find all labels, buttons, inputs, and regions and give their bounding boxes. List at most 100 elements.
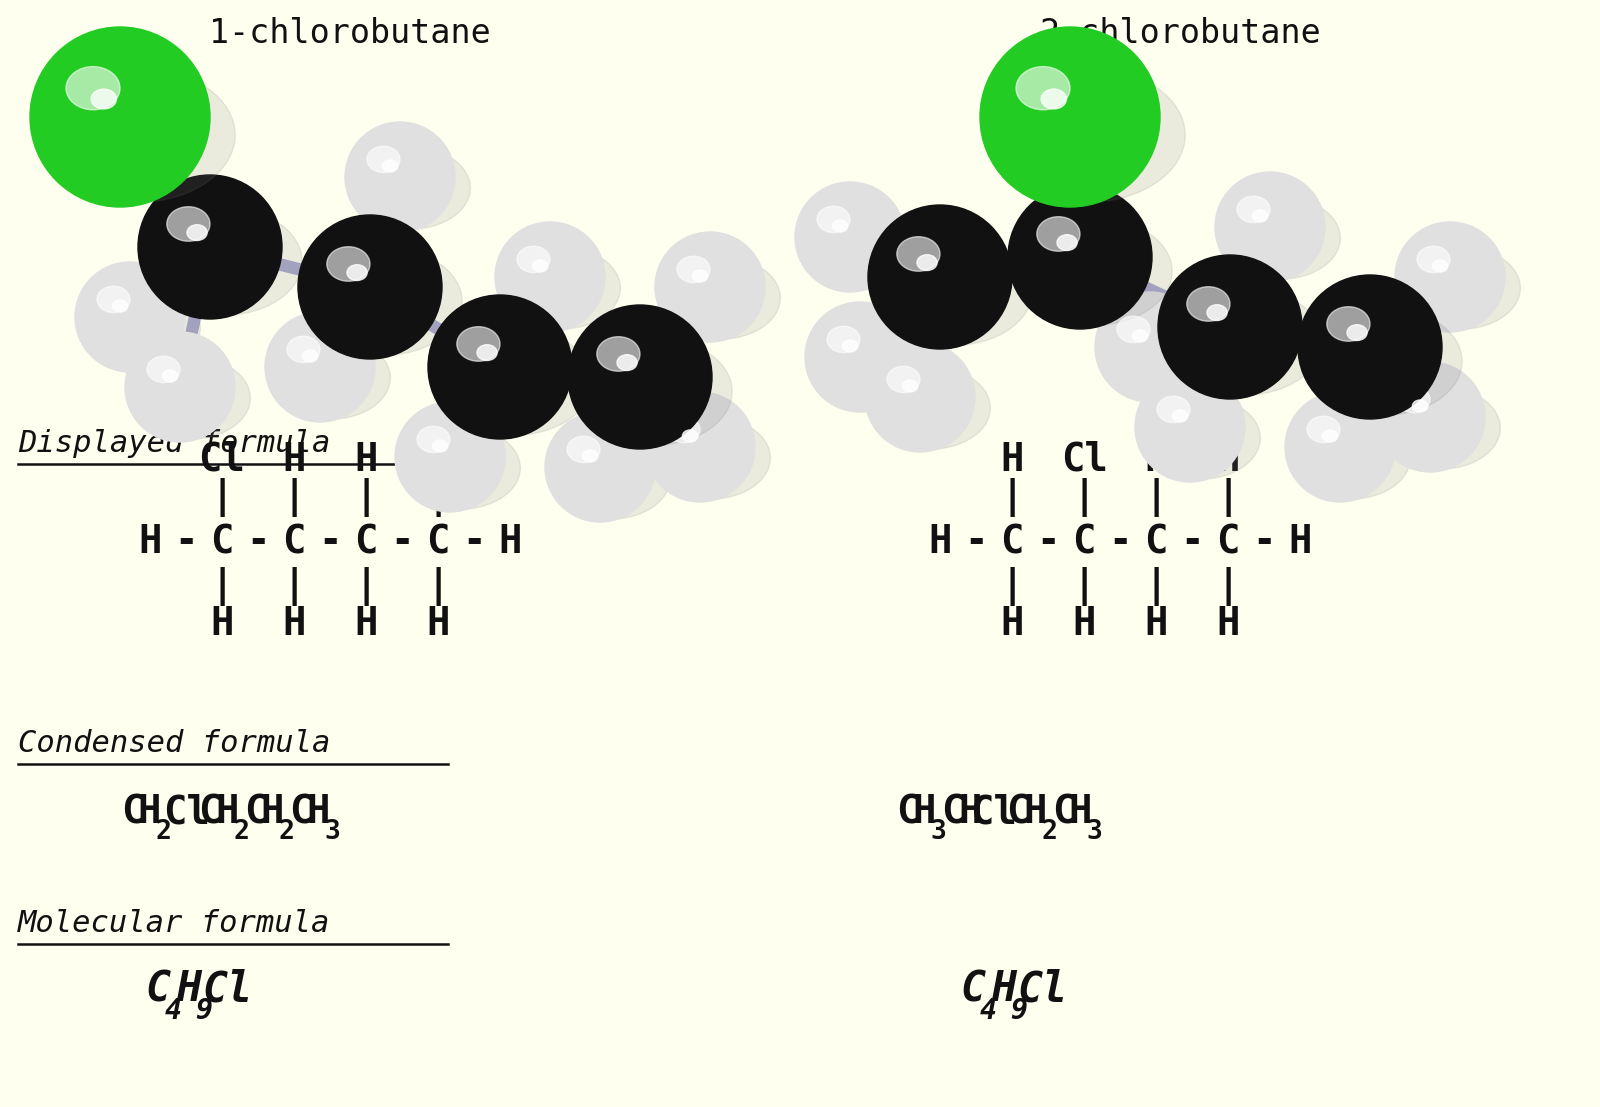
Ellipse shape bbox=[1237, 196, 1270, 223]
Ellipse shape bbox=[1099, 317, 1221, 400]
Text: |: | bbox=[1216, 567, 1240, 606]
Text: -: - bbox=[1181, 523, 1203, 561]
Circle shape bbox=[346, 122, 454, 232]
Circle shape bbox=[645, 392, 755, 501]
Text: 2-chlorobutane: 2-chlorobutane bbox=[1038, 17, 1322, 50]
Text: H: H bbox=[1022, 793, 1046, 831]
Text: Cl: Cl bbox=[971, 793, 1018, 831]
Ellipse shape bbox=[269, 337, 390, 420]
Text: 1-chlorobutane: 1-chlorobutane bbox=[210, 17, 491, 50]
Circle shape bbox=[805, 302, 915, 412]
Text: H: H bbox=[282, 441, 306, 479]
Circle shape bbox=[1214, 172, 1325, 282]
Ellipse shape bbox=[326, 247, 370, 281]
Ellipse shape bbox=[1173, 410, 1187, 422]
Ellipse shape bbox=[1014, 217, 1173, 325]
Ellipse shape bbox=[682, 430, 698, 442]
Text: |: | bbox=[282, 478, 306, 517]
Text: C: C bbox=[210, 523, 234, 561]
Text: 2: 2 bbox=[1042, 819, 1058, 845]
Ellipse shape bbox=[810, 327, 931, 410]
Ellipse shape bbox=[147, 356, 179, 383]
Ellipse shape bbox=[533, 260, 547, 272]
Circle shape bbox=[125, 332, 235, 442]
Circle shape bbox=[429, 294, 573, 439]
Text: H: H bbox=[214, 793, 238, 831]
Circle shape bbox=[1374, 362, 1485, 472]
Text: C: C bbox=[1144, 523, 1168, 561]
Ellipse shape bbox=[499, 247, 621, 329]
Text: 2: 2 bbox=[155, 819, 171, 845]
Text: |: | bbox=[1000, 567, 1024, 606]
Circle shape bbox=[866, 342, 974, 452]
Ellipse shape bbox=[1133, 330, 1147, 342]
Ellipse shape bbox=[98, 287, 130, 312]
Ellipse shape bbox=[677, 256, 710, 282]
Circle shape bbox=[30, 27, 210, 207]
Ellipse shape bbox=[418, 426, 450, 453]
Text: |: | bbox=[354, 567, 378, 606]
Text: 2: 2 bbox=[234, 819, 250, 845]
Ellipse shape bbox=[597, 337, 640, 371]
Ellipse shape bbox=[898, 237, 941, 271]
Ellipse shape bbox=[693, 270, 707, 282]
Text: H: H bbox=[354, 606, 378, 643]
Text: C: C bbox=[198, 793, 222, 831]
Ellipse shape bbox=[144, 207, 302, 315]
Ellipse shape bbox=[659, 257, 781, 339]
Ellipse shape bbox=[347, 265, 366, 280]
Circle shape bbox=[1298, 275, 1442, 420]
Text: -: - bbox=[1037, 523, 1059, 561]
Text: Condensed formula: Condensed formula bbox=[18, 730, 330, 758]
Ellipse shape bbox=[80, 287, 200, 370]
Text: C: C bbox=[146, 968, 171, 1010]
Text: 2: 2 bbox=[278, 819, 294, 845]
Text: H: H bbox=[354, 441, 378, 479]
Text: H: H bbox=[138, 793, 162, 831]
Text: C: C bbox=[354, 523, 378, 561]
Text: C: C bbox=[1006, 793, 1030, 831]
Text: C: C bbox=[426, 523, 450, 561]
Ellipse shape bbox=[902, 380, 918, 392]
Text: H: H bbox=[426, 441, 450, 479]
Text: Cl: Cl bbox=[203, 968, 253, 1010]
Ellipse shape bbox=[818, 206, 850, 232]
Text: |: | bbox=[354, 478, 378, 517]
Text: Cl: Cl bbox=[198, 441, 245, 479]
Ellipse shape bbox=[1253, 210, 1267, 223]
Circle shape bbox=[494, 223, 605, 332]
Ellipse shape bbox=[1139, 396, 1261, 479]
Circle shape bbox=[1134, 372, 1245, 482]
Ellipse shape bbox=[400, 427, 520, 509]
Circle shape bbox=[979, 27, 1160, 207]
Text: |: | bbox=[1144, 567, 1168, 606]
Ellipse shape bbox=[1413, 400, 1427, 412]
Text: H: H bbox=[1069, 793, 1091, 831]
Text: H: H bbox=[912, 793, 936, 831]
Text: H: H bbox=[282, 606, 306, 643]
Text: 3: 3 bbox=[325, 819, 341, 845]
Text: 3: 3 bbox=[1086, 819, 1102, 845]
Ellipse shape bbox=[1037, 217, 1080, 251]
Text: 9: 9 bbox=[1011, 997, 1027, 1025]
Text: C: C bbox=[896, 793, 920, 831]
Ellipse shape bbox=[566, 436, 600, 463]
Text: -: - bbox=[1109, 523, 1131, 561]
Ellipse shape bbox=[1432, 260, 1448, 272]
Text: H: H bbox=[1144, 606, 1168, 643]
Ellipse shape bbox=[549, 437, 670, 519]
Text: H: H bbox=[426, 606, 450, 643]
Ellipse shape bbox=[366, 146, 400, 173]
Ellipse shape bbox=[574, 338, 733, 445]
Ellipse shape bbox=[37, 68, 235, 203]
Ellipse shape bbox=[1322, 430, 1338, 442]
Ellipse shape bbox=[91, 89, 117, 108]
Text: H: H bbox=[1000, 441, 1024, 479]
Ellipse shape bbox=[1016, 66, 1070, 110]
Text: -: - bbox=[246, 523, 270, 561]
Ellipse shape bbox=[618, 354, 637, 371]
Text: C: C bbox=[282, 523, 306, 561]
Ellipse shape bbox=[1326, 307, 1370, 341]
Ellipse shape bbox=[304, 247, 462, 355]
Text: |: | bbox=[1072, 567, 1096, 606]
